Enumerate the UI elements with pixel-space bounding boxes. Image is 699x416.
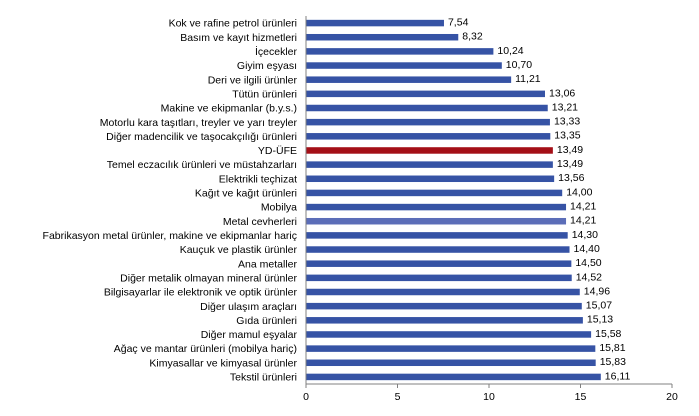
bar: [306, 302, 582, 310]
value-label: 15,58: [595, 328, 621, 340]
bar: [306, 331, 592, 338]
bar: [306, 33, 459, 41]
value-label: 14,50: [575, 257, 601, 269]
bar: [306, 317, 583, 324]
category-label: Ağaç ve mantar ürünleri (mobilya hariç): [114, 343, 297, 355]
value-label: 13,49: [557, 158, 583, 170]
category-label: İçecekler: [255, 45, 298, 58]
bar: [306, 274, 572, 282]
x-ticks-group: 0 5 10 15 20: [303, 384, 678, 403]
x-tick-label: 5: [395, 391, 401, 403]
value-label: 13,06: [549, 87, 575, 99]
value-label: 11,21: [515, 73, 541, 85]
bar: [306, 232, 568, 239]
value-label: 15,81: [599, 342, 625, 354]
value-label: 15,83: [600, 356, 626, 368]
bar: [306, 175, 555, 183]
value-label: 13,33: [554, 116, 580, 128]
bar: [306, 359, 596, 367]
bar: [306, 203, 567, 211]
value-label: 15,07: [586, 300, 612, 312]
value-label: 14,40: [574, 243, 600, 255]
bar: [306, 217, 567, 225]
value-label: 14,52: [576, 271, 602, 283]
category-label: Temel eczacılık ürünleri ve müstahzarlar…: [107, 159, 297, 171]
bar: [306, 189, 563, 197]
x-tick-label: 15: [575, 391, 587, 403]
value-label: 8,32: [462, 31, 483, 43]
bar: [306, 133, 551, 140]
bar: [306, 260, 572, 267]
x-tick-label: 10: [483, 391, 495, 403]
bars-group: [306, 19, 601, 381]
category-label: Mobilya: [261, 202, 297, 214]
category-label: Makine ve ekipmanlar (b.y.s.): [161, 103, 297, 115]
bar: [306, 246, 570, 253]
category-label: Deri ve ilgili ürünler: [208, 74, 298, 86]
category-label: Diğer metalik olmayan mineral ürünler: [120, 272, 297, 284]
bar: [306, 345, 596, 352]
bar: [306, 48, 494, 55]
category-label: Ana metaller: [238, 258, 297, 270]
bar: [306, 104, 548, 112]
category-label: Diğer ulaşım araçları: [200, 301, 297, 313]
x-tick-label: 20: [666, 391, 678, 403]
category-label: Gıda ürünleri: [236, 315, 297, 327]
category-label: Giyim eşyası: [237, 60, 297, 72]
value-labels-group: 7,54 8,32 10,24 10,70 11,21 13,06 13,21 13,33 13…: [448, 16, 630, 382]
bar: [306, 90, 545, 98]
value-label: 14,21: [570, 200, 596, 212]
bar: [306, 147, 553, 154]
bar: [306, 118, 550, 126]
category-label: Bilgisayarlar ile elektronik ve optik ür…: [104, 287, 298, 299]
value-label: 13,56: [558, 172, 584, 184]
value-label: 15,13: [587, 314, 613, 326]
category-label: Kağıt ve kağıt ürünleri: [195, 188, 297, 200]
category-label: Elektrikli teçhizat: [219, 173, 297, 185]
x-tick-label: 0: [303, 391, 309, 403]
bar: [306, 161, 553, 168]
category-label: Fabrikasyon metal ürünler, makine ve eki…: [43, 230, 297, 242]
value-label: 13,49: [557, 144, 583, 156]
bar: [306, 76, 512, 83]
value-label: 7,54: [448, 16, 469, 28]
bar: [306, 19, 444, 27]
category-label: Diğer madencilik ve taşocakçılığı ürünle…: [106, 131, 297, 143]
bar: [306, 62, 502, 69]
category-label: YD-ÜFE: [258, 145, 297, 157]
category-label: Kimyasallar ve kimyasal ürünler: [149, 357, 297, 369]
category-label: Motorlu kara taşıtları, treyler ve yarı …: [100, 117, 298, 129]
value-label: 14,00: [566, 186, 592, 198]
category-labels-group: Kok ve rafine petrol ürünleri Basım ve ka…: [43, 18, 298, 384]
value-label: 14,21: [570, 215, 596, 227]
category-label: Basım ve kayıt hizmetleri: [180, 32, 297, 44]
value-label: 14,96: [584, 285, 610, 297]
value-label: 13,21: [552, 101, 578, 113]
category-label: Kauçuk ve plastik ürünler: [180, 244, 298, 256]
category-label: Tekstil ürünleri: [230, 372, 297, 384]
category-label: Tütün ürünleri: [232, 88, 297, 100]
value-label: 10,24: [497, 45, 523, 57]
value-label: 13,35: [554, 130, 580, 142]
bar: [306, 288, 580, 296]
value-label: 10,70: [506, 59, 532, 71]
category-label: Kok ve rafine petrol ürünleri: [169, 18, 297, 30]
bar: [306, 373, 601, 381]
category-label: Metal cevherleri: [223, 216, 297, 228]
category-label: Diğer mamul eşyalar: [201, 329, 298, 341]
value-label: 16,11: [605, 370, 631, 382]
value-label: 14,30: [572, 229, 598, 241]
